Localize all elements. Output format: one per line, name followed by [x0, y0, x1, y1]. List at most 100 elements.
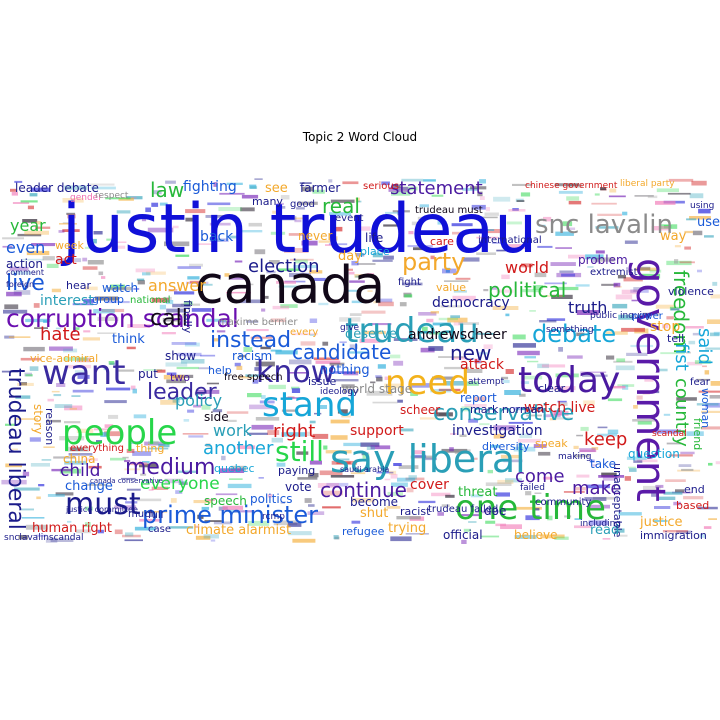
word-unacceptable: unacceptable	[611, 463, 624, 538]
word-free-speech: free speech	[224, 372, 283, 383]
word-never: never	[298, 229, 333, 243]
word-make: make	[572, 478, 622, 499]
word-world: world	[505, 258, 550, 277]
word-come: come	[515, 466, 565, 487]
word-climate-alarmist: climate alarmist	[186, 523, 292, 538]
word-truth: truth	[568, 298, 608, 317]
word-law: law	[150, 178, 185, 202]
word-attack: attack	[460, 357, 504, 373]
word-vote: vote	[285, 480, 312, 494]
word-interest: interest	[40, 293, 94, 309]
word-day: day	[338, 249, 362, 264]
word-become: become	[350, 495, 399, 509]
word-quebec: quebec	[214, 462, 255, 475]
word-international: international	[478, 235, 542, 246]
word-conservative: conservative	[433, 401, 575, 426]
word-snc-lavalin: snc lavalin	[535, 210, 673, 240]
word-place: place	[360, 245, 390, 258]
word-another: another	[203, 438, 274, 459]
word-report: report	[460, 391, 497, 405]
word-put: put	[138, 367, 158, 381]
word-maxime-bernier: maxime bernier	[218, 317, 298, 328]
word-diversity: diversity	[482, 440, 530, 453]
word-canada: canada	[195, 256, 386, 316]
word-two: two	[170, 371, 191, 384]
word-nothing: nothing	[320, 363, 370, 378]
word-public-inquiry: public inquiry	[590, 311, 652, 321]
word-tell: tell	[667, 332, 685, 345]
word-freedom: freedom	[669, 270, 693, 354]
word-foreign: foreign	[6, 280, 35, 289]
word-trying: trying	[388, 521, 427, 536]
word-andrewscheer: andrewscheer	[408, 327, 507, 343]
word-woman: woman	[699, 388, 712, 429]
word-scheer: scheer	[400, 403, 441, 417]
word-side: side	[204, 410, 229, 424]
word-serious: serious	[363, 181, 399, 192]
word-candidate: candidate	[292, 340, 392, 364]
word-justice: justice	[640, 515, 683, 530]
word-issue: issue	[308, 375, 337, 388]
word-cover: cover	[410, 477, 449, 493]
word-reason: reason	[43, 408, 56, 446]
word-fight: fight	[398, 277, 421, 288]
word-country: country	[671, 378, 692, 447]
word-full: full	[148, 510, 164, 521]
word-human-right: human right	[32, 521, 113, 536]
word-farmer: farmer	[300, 181, 341, 195]
word-using: using	[690, 201, 715, 211]
word-way: way	[660, 229, 687, 244]
word-back: back	[200, 229, 234, 245]
word-official: official	[443, 528, 483, 542]
word-even: even	[6, 238, 46, 257]
word-shut: shut	[360, 506, 389, 521]
word-right: right	[273, 421, 316, 442]
word-story: story	[31, 404, 45, 435]
word-speech: speech	[204, 494, 247, 508]
word-statement: statement	[390, 178, 483, 199]
word-every: every	[290, 327, 319, 338]
word-need: need	[385, 363, 470, 403]
word-finally: finally	[181, 300, 194, 334]
word-must: must	[65, 487, 141, 522]
word-mark-norman: mark norman	[470, 403, 545, 416]
word-end: end	[684, 483, 705, 496]
word-much: much	[128, 509, 156, 520]
word-believe: believe	[514, 528, 558, 542]
word-national: national	[130, 295, 171, 306]
word-power: power	[632, 311, 663, 322]
word-support: support	[350, 423, 404, 439]
word-trudeau-must: trudeau must	[415, 205, 483, 216]
word-deserve: deserve	[345, 327, 398, 342]
word-hear: hear	[66, 279, 92, 292]
word-event: event	[335, 213, 364, 224]
word-problem: problem	[578, 253, 628, 267]
word-corruption-scandal: corruption scandal	[6, 304, 239, 333]
word-vice-admiral: vice-admiral	[30, 352, 99, 365]
word-failed: failed	[520, 483, 545, 493]
word-year: year	[10, 216, 46, 235]
word-say-liberal: say liberal	[330, 437, 526, 481]
word-leader: leader	[147, 380, 217, 405]
word-saudi-arabia: saudi arabia	[340, 465, 390, 474]
word-everything: everything	[70, 443, 124, 454]
word-case: case	[148, 524, 171, 535]
word-canada-conservative: canada conservative	[90, 477, 163, 485]
word-give: give	[340, 323, 360, 333]
word-new: new	[450, 341, 492, 365]
word-many: many	[252, 195, 283, 208]
word-refugee: refugee	[342, 525, 385, 538]
word-gender: gender	[70, 193, 102, 203]
word-keep: keep	[584, 429, 628, 450]
word-trudeau-failed: trudeau failed	[428, 504, 499, 515]
word-election: election	[248, 256, 320, 277]
word-change: change	[65, 479, 113, 494]
word-real: real	[322, 194, 360, 218]
word-prime-minister: prime minister	[142, 501, 319, 529]
word-watch-live: watch live	[524, 400, 596, 416]
word-take: take	[590, 457, 616, 471]
word-racist: racist	[400, 505, 431, 518]
word-answer: answer	[148, 276, 206, 295]
word-stand: stand	[262, 385, 358, 425]
word-clear: clear	[538, 382, 566, 395]
